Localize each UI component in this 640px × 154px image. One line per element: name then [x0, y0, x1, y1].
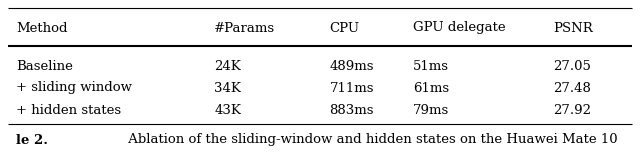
Text: 27.92: 27.92 — [554, 103, 591, 116]
Text: 61ms: 61ms — [413, 81, 449, 95]
Text: le 2.: le 2. — [16, 134, 48, 146]
Text: 489ms: 489ms — [330, 59, 374, 73]
Text: 883ms: 883ms — [330, 103, 374, 116]
Text: 24K: 24K — [214, 59, 241, 73]
Text: GPU delegate: GPU delegate — [413, 22, 506, 34]
Text: 43K: 43K — [214, 103, 241, 116]
Text: 79ms: 79ms — [413, 103, 449, 116]
Text: Ablation of the sliding-window and hidden states on the Huawei Mate 10: Ablation of the sliding-window and hidde… — [124, 134, 618, 146]
Text: #Params: #Params — [214, 22, 276, 34]
Text: 27.48: 27.48 — [554, 81, 591, 95]
Text: + sliding window: + sliding window — [16, 81, 132, 95]
Text: 34K: 34K — [214, 81, 241, 95]
Text: 51ms: 51ms — [413, 59, 449, 73]
Text: 27.05: 27.05 — [554, 59, 591, 73]
Text: + hidden states: + hidden states — [16, 103, 121, 116]
Text: Baseline: Baseline — [16, 59, 73, 73]
Text: PSNR: PSNR — [554, 22, 593, 34]
Text: CPU: CPU — [330, 22, 360, 34]
Text: Method: Method — [16, 22, 67, 34]
Text: 711ms: 711ms — [330, 81, 374, 95]
